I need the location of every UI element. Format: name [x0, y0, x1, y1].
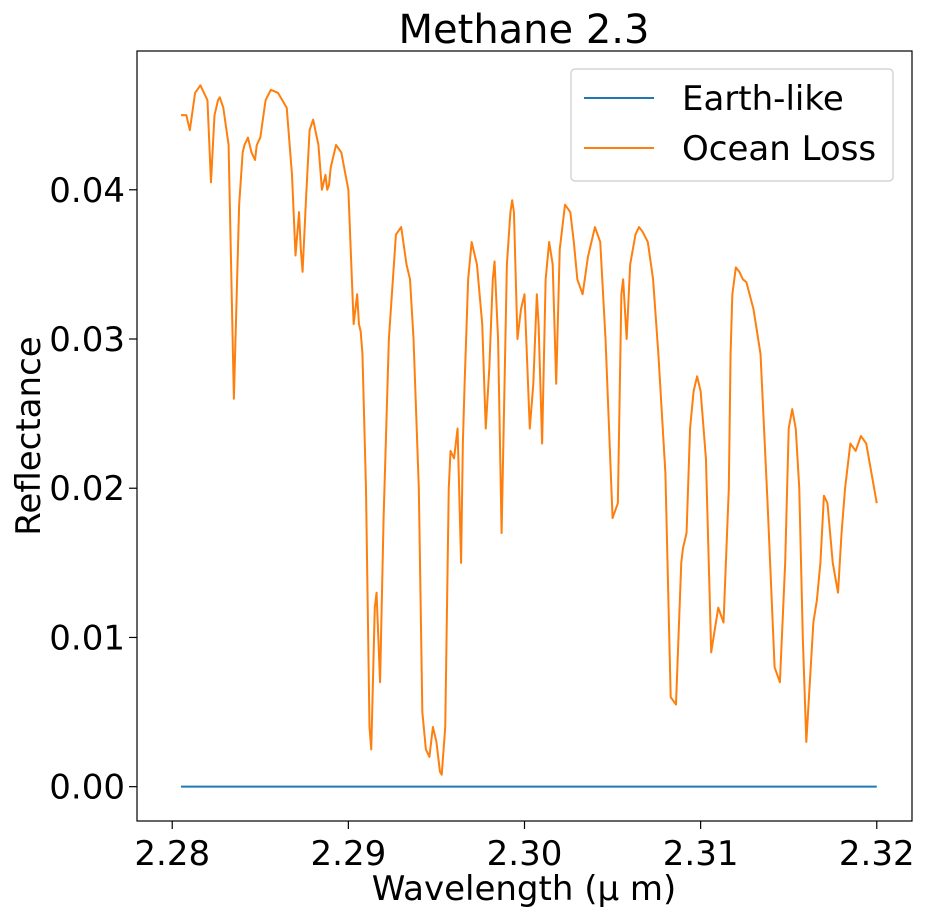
x-tick-label: 2.31 — [663, 834, 739, 874]
chart-title: Methane 2.3 — [399, 7, 650, 53]
legend-label-earth-like: Earth-like — [682, 79, 844, 119]
y-axis: 0.00 0.01 0.02 0.03 0.04 — [49, 171, 137, 808]
x-tick-label: 2.29 — [311, 834, 387, 874]
x-tick-label: 2.28 — [134, 834, 210, 874]
x-tick-label: 2.32 — [839, 834, 915, 874]
y-tick-label: 0.00 — [49, 768, 125, 808]
series-layer — [181, 84, 878, 788]
legend-label-ocean-loss: Ocean Loss — [682, 129, 876, 169]
y-axis-label: Reflectance — [9, 336, 49, 535]
y-tick-label: 0.03 — [49, 320, 125, 360]
legend: Earth-like Ocean Loss — [570, 68, 894, 182]
x-axis-label: Wavelength (μ m) — [372, 869, 677, 909]
x-tick-label: 2.30 — [487, 834, 563, 874]
y-tick-label: 0.01 — [49, 618, 125, 658]
series-line-ocean-loss — [181, 84, 878, 776]
y-tick-label: 0.04 — [49, 171, 125, 211]
x-axis: 2.28 2.29 2.30 2.31 2.32 — [134, 821, 915, 874]
y-tick-label: 0.02 — [49, 469, 125, 509]
